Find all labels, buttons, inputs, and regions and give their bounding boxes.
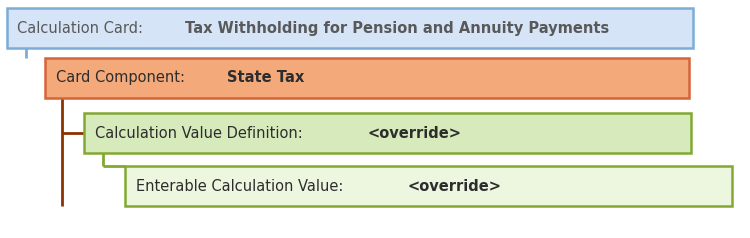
Text: Enterable Calculation Value:: Enterable Calculation Value: — [136, 179, 348, 194]
FancyBboxPatch shape — [45, 58, 689, 98]
Text: Card Component:: Card Component: — [56, 70, 190, 85]
Text: Calculation Value Definition:: Calculation Value Definition: — [95, 126, 308, 141]
FancyBboxPatch shape — [8, 8, 693, 48]
Text: State Tax: State Tax — [227, 70, 304, 85]
Text: <override>: <override> — [368, 126, 461, 141]
Text: Tax Withholding for Pension and Annuity Payments: Tax Withholding for Pension and Annuity … — [184, 21, 609, 36]
FancyBboxPatch shape — [125, 166, 732, 206]
Text: Calculation Card:: Calculation Card: — [17, 21, 148, 36]
FancyBboxPatch shape — [84, 113, 692, 153]
Text: <override>: <override> — [408, 179, 502, 194]
